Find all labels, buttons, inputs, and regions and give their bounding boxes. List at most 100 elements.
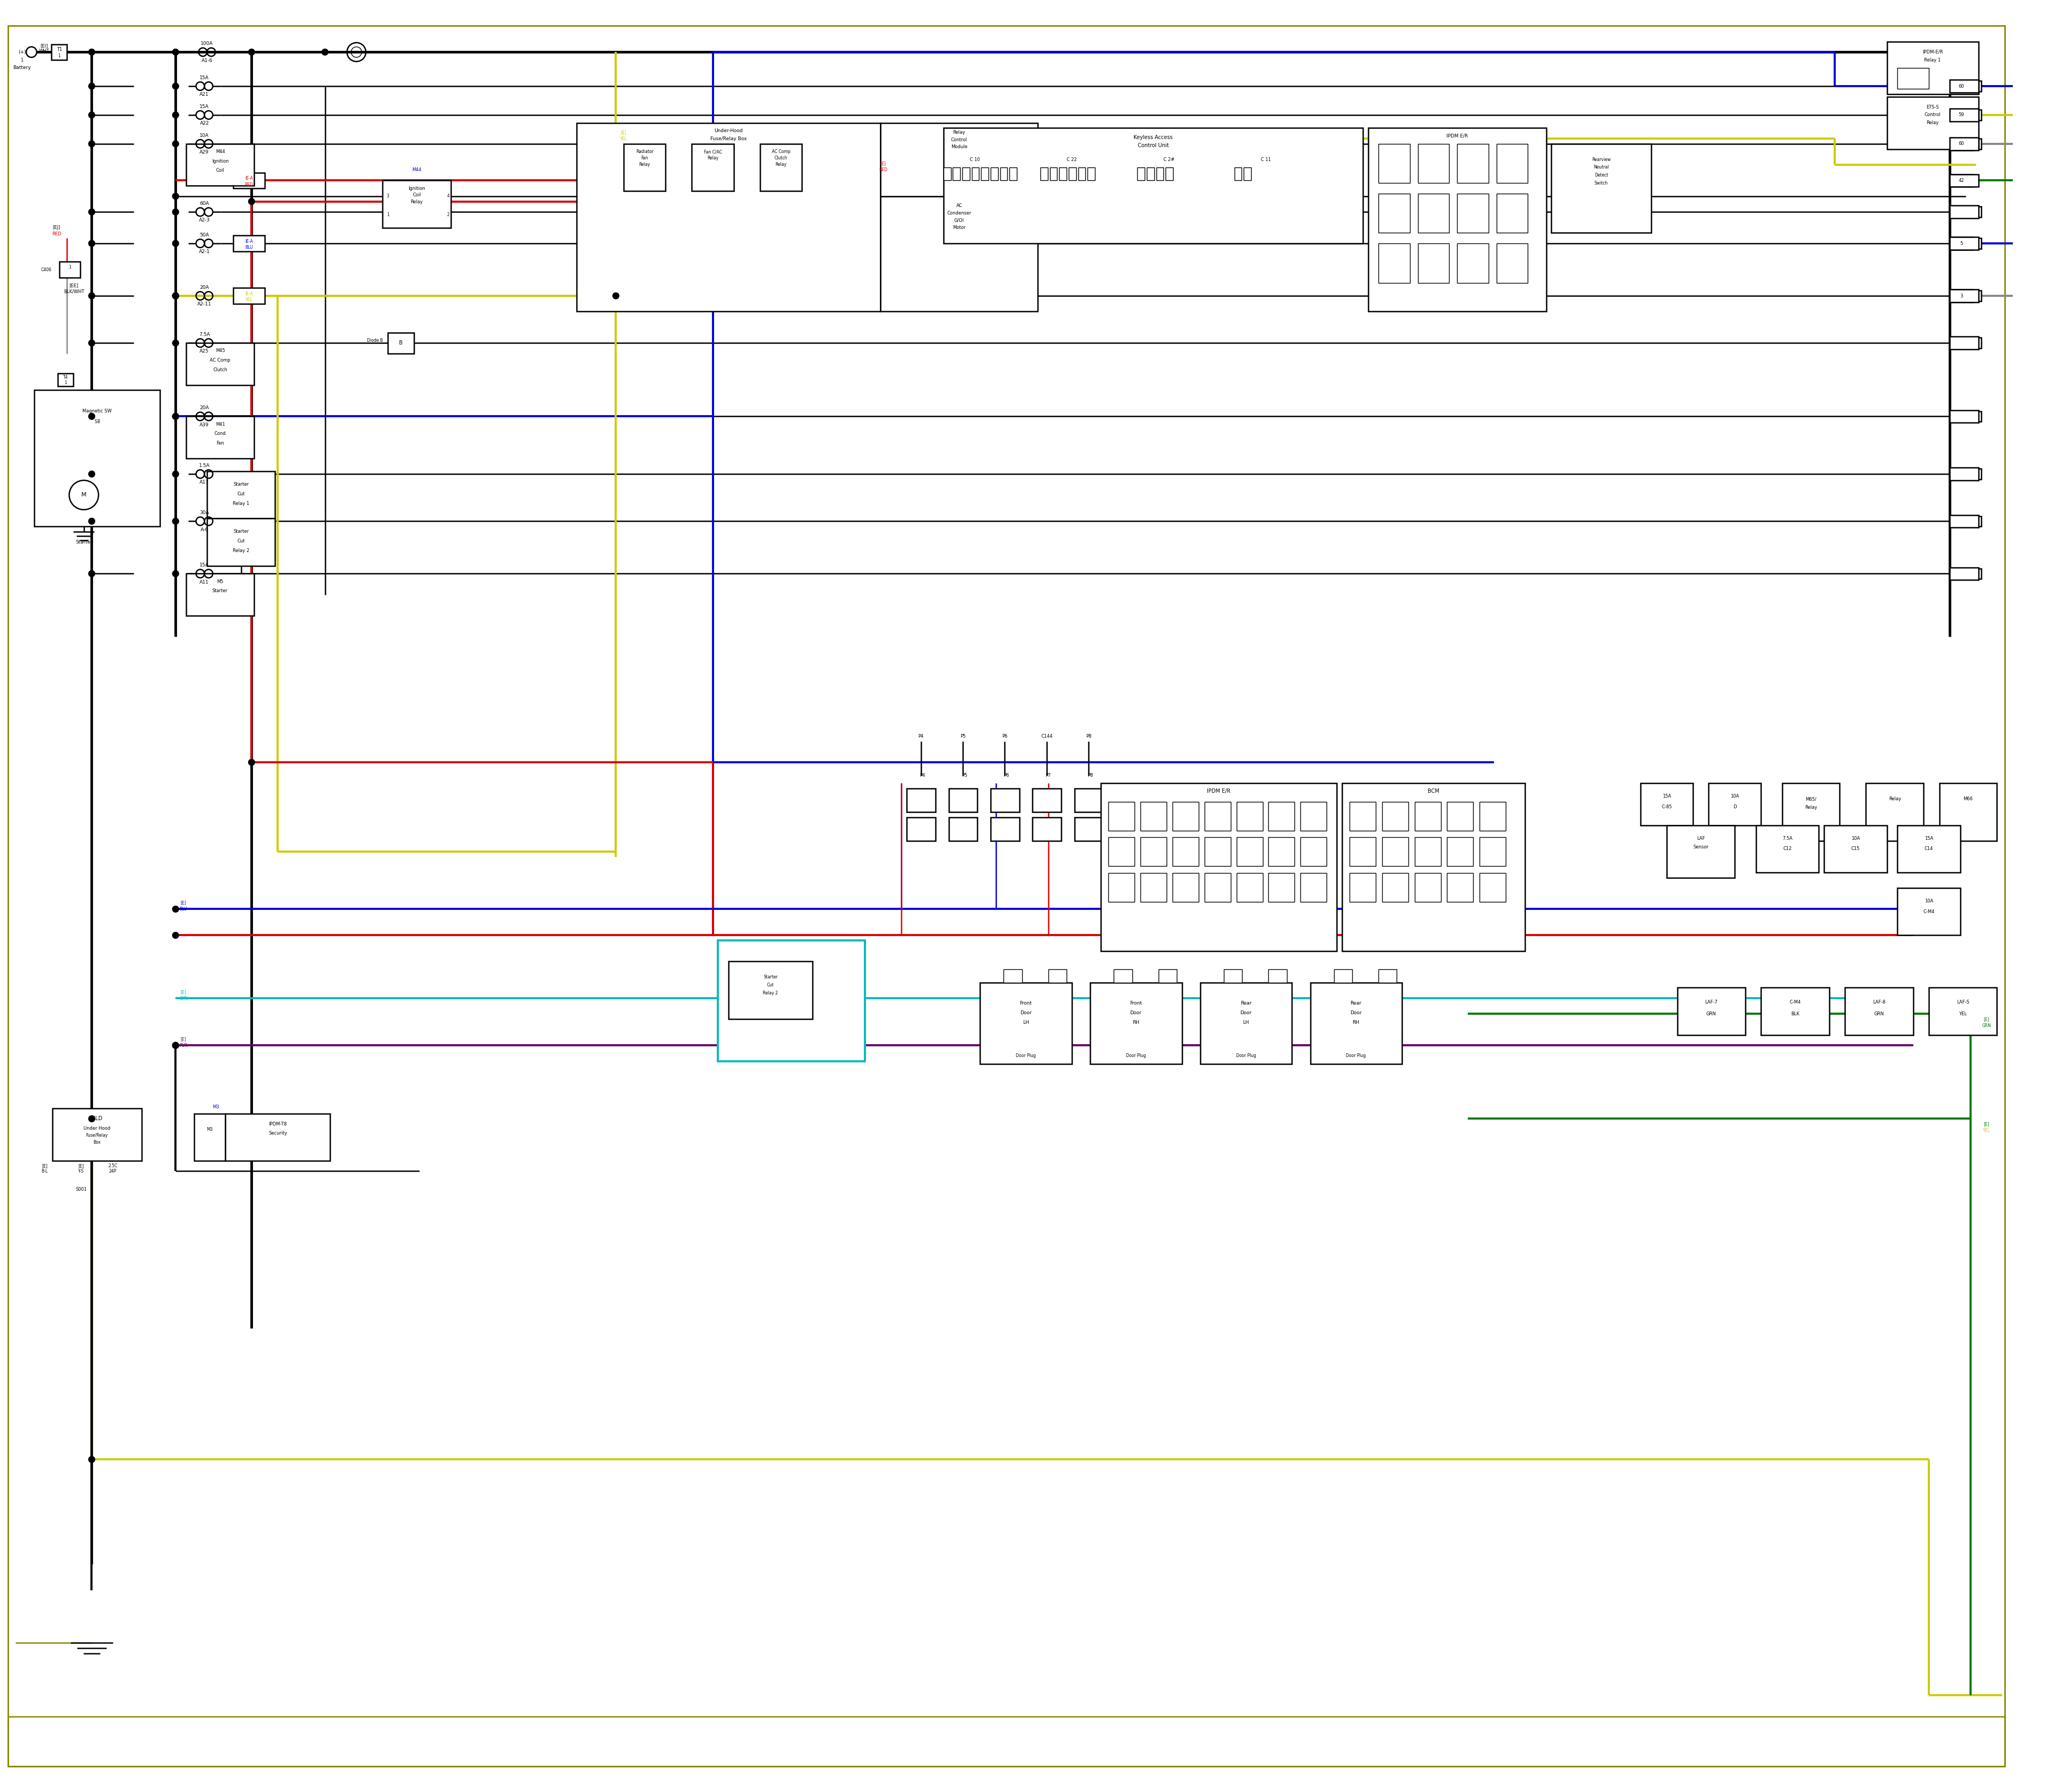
Bar — [1004, 969, 1023, 982]
Text: 15A: 15A — [199, 104, 210, 109]
Bar — [719, 941, 865, 1061]
Text: Magnetic SW: Magnetic SW — [82, 409, 111, 414]
Text: BLK: BLK — [1791, 1011, 1799, 1016]
Bar — [1949, 138, 1974, 151]
Bar — [226, 1113, 331, 1161]
Text: Relay: Relay — [1927, 120, 1939, 125]
Text: Starter: Starter — [234, 529, 249, 534]
Bar — [1966, 138, 1982, 149]
Circle shape — [173, 292, 179, 299]
Circle shape — [173, 48, 179, 56]
Text: Security: Security — [269, 1131, 288, 1136]
Bar — [963, 167, 969, 181]
Text: 10A: 10A — [199, 133, 210, 138]
Text: 60: 60 — [1960, 142, 1964, 147]
Text: RH: RH — [1352, 1020, 1360, 1025]
Bar — [1415, 801, 1440, 830]
Text: Diode B: Diode B — [368, 339, 382, 342]
Bar — [1949, 514, 1978, 527]
Text: C-M4: C-M4 — [1789, 1000, 1801, 1005]
Text: T1: T1 — [58, 47, 62, 52]
Text: LAF-8: LAF-8 — [1873, 1000, 1886, 1005]
Text: Under-Hood: Under-Hood — [715, 129, 744, 133]
Circle shape — [88, 210, 94, 215]
Text: Relay: Relay — [1888, 797, 1902, 801]
Text: BLU: BLU — [244, 246, 253, 251]
Text: Rear: Rear — [1241, 1002, 1251, 1005]
Circle shape — [173, 340, 179, 346]
Text: A2-11: A2-11 — [197, 301, 212, 306]
Text: AC Comp: AC Comp — [772, 149, 791, 154]
Bar — [760, 143, 801, 192]
Text: IPDM-T8: IPDM-T8 — [269, 1122, 288, 1127]
Text: Relay: Relay — [639, 161, 651, 167]
Bar — [1888, 41, 1978, 93]
Bar — [1966, 206, 1982, 217]
Bar — [1341, 783, 1526, 952]
Circle shape — [88, 1457, 94, 1462]
Bar — [51, 45, 68, 59]
Bar — [1966, 470, 1982, 478]
Bar — [1048, 969, 1066, 982]
Bar — [1349, 873, 1376, 901]
Circle shape — [88, 240, 94, 247]
Text: 20A: 20A — [199, 285, 210, 290]
Text: C-M4: C-M4 — [1923, 909, 1935, 914]
Text: 7.5A: 7.5A — [199, 332, 210, 337]
Text: M3: M3 — [207, 1127, 214, 1133]
Bar — [1382, 801, 1409, 830]
Bar — [1949, 410, 1978, 423]
Text: Relay 1: Relay 1 — [1925, 57, 1941, 63]
Text: Starter: Starter — [764, 975, 778, 980]
Text: T4: T4 — [64, 375, 68, 380]
Text: Cut: Cut — [236, 539, 244, 543]
Text: A25: A25 — [199, 349, 210, 353]
Text: Fuse/Relay Box: Fuse/Relay Box — [711, 136, 748, 142]
Circle shape — [173, 111, 179, 118]
Bar — [943, 127, 1362, 244]
Circle shape — [612, 292, 618, 299]
Text: GRN: GRN — [1707, 1011, 1717, 1016]
Text: C 22: C 22 — [1066, 158, 1076, 161]
Bar — [1269, 837, 1294, 866]
Circle shape — [249, 760, 255, 765]
Bar — [1269, 873, 1294, 901]
Text: A1-6: A1-6 — [201, 57, 214, 63]
Circle shape — [88, 140, 94, 147]
Bar — [1109, 801, 1134, 830]
Bar — [1456, 194, 1489, 233]
Circle shape — [88, 518, 94, 525]
Bar — [1078, 167, 1085, 181]
Text: 1.5A: 1.5A — [199, 464, 210, 468]
Bar — [990, 817, 1019, 840]
Bar — [1966, 238, 1982, 249]
Text: Cond: Cond — [214, 432, 226, 435]
Bar — [1949, 109, 1974, 122]
Text: C 10: C 10 — [969, 158, 980, 161]
Text: S001: S001 — [76, 1186, 86, 1192]
Text: C 2#: C 2# — [1163, 158, 1175, 161]
Text: Fan: Fan — [216, 441, 224, 446]
Circle shape — [173, 210, 179, 215]
Text: C14: C14 — [1925, 846, 1933, 851]
Text: 15A: 15A — [199, 563, 210, 568]
Bar — [1966, 337, 1982, 348]
Text: D: D — [1734, 805, 1736, 810]
Text: BLK/WHT: BLK/WHT — [64, 289, 84, 294]
Bar — [234, 172, 265, 188]
Bar — [1456, 143, 1489, 183]
Bar — [1479, 873, 1506, 901]
Bar — [1041, 167, 1048, 181]
Bar — [1378, 244, 1409, 283]
Text: GRN: GRN — [1873, 1011, 1884, 1016]
Text: IE-A: IE-A — [244, 238, 253, 244]
Text: 1: 1 — [58, 54, 60, 57]
Text: [E]: [E] — [620, 129, 626, 134]
Bar — [1033, 817, 1062, 840]
Text: A17: A17 — [199, 480, 210, 486]
Text: 4: 4 — [448, 194, 450, 199]
Text: 60A: 60A — [199, 201, 210, 206]
Bar — [388, 333, 415, 353]
Text: Sensor: Sensor — [1692, 844, 1709, 849]
Bar — [990, 167, 998, 181]
